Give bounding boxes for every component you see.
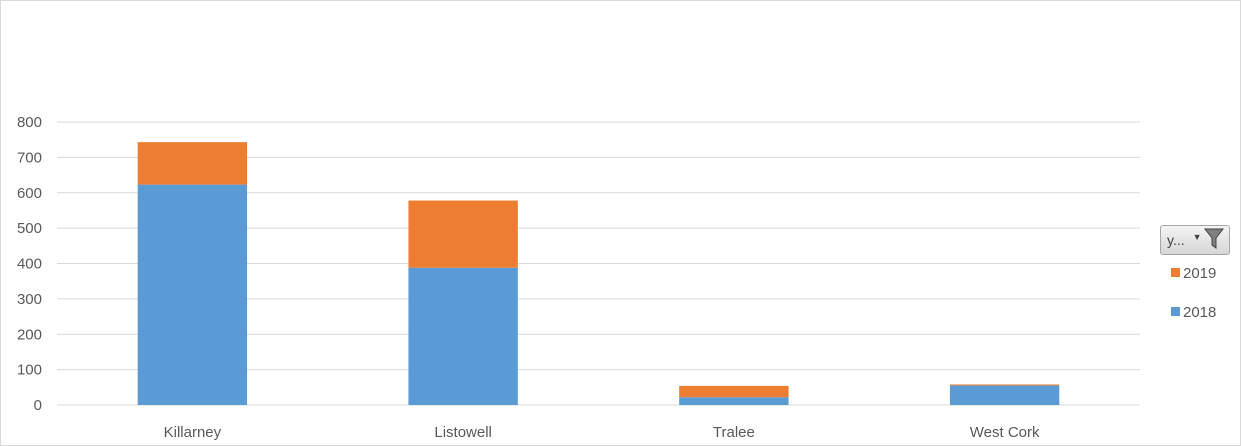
bar-2019-tralee[interactable]	[679, 385, 789, 398]
y-tick-label: 500	[17, 220, 42, 237]
bar-2018-tralee[interactable]	[679, 397, 789, 405]
y-tick-label: 200	[17, 326, 42, 343]
bar-2019-listowell[interactable]	[408, 200, 518, 268]
x-axis-labels: Killarney Listowell Tralee West Cork	[164, 424, 1040, 441]
y-tick-label: 800	[17, 114, 42, 131]
y-tick-label: 700	[17, 149, 42, 166]
y-tick-label: 300	[17, 291, 42, 308]
bar-2019-killarney[interactable]	[137, 142, 248, 185]
bar-2018-listowell[interactable]	[408, 267, 518, 405]
funnel-icon	[1203, 228, 1224, 249]
x-category-label: Tralee	[713, 424, 755, 441]
x-category-label: Killarney	[164, 424, 222, 441]
bar-2018-killarney[interactable]	[137, 184, 248, 405]
y-tick-label: 400	[17, 256, 42, 273]
legend-label-2019[interactable]: 2019	[1183, 265, 1216, 282]
dropdown-arrow-icon: ▼	[1192, 232, 1202, 242]
y-axis-ticks: 0 100 200 300 400 500 600 700 800	[17, 114, 42, 414]
bar-2018-west-cork[interactable]	[949, 385, 1060, 405]
legend-swatch-2019	[1171, 268, 1180, 277]
legend-swatch-2018	[1171, 307, 1180, 316]
bars	[137, 142, 1060, 405]
y-tick-label: 0	[34, 397, 42, 414]
legend[interactable]: 2019 2018	[1171, 265, 1216, 321]
y-tick-label: 100	[17, 362, 42, 379]
legend-filter-button[interactable]: y... ▼	[1160, 225, 1230, 255]
filter-button-label: y...	[1167, 232, 1185, 248]
x-category-label: West Cork	[970, 424, 1040, 441]
x-category-label: Listowell	[434, 424, 492, 441]
y-tick-label: 600	[17, 185, 42, 202]
legend-label-2018[interactable]: 2018	[1183, 304, 1216, 321]
bar-2019-west-cork[interactable]	[949, 384, 1060, 386]
